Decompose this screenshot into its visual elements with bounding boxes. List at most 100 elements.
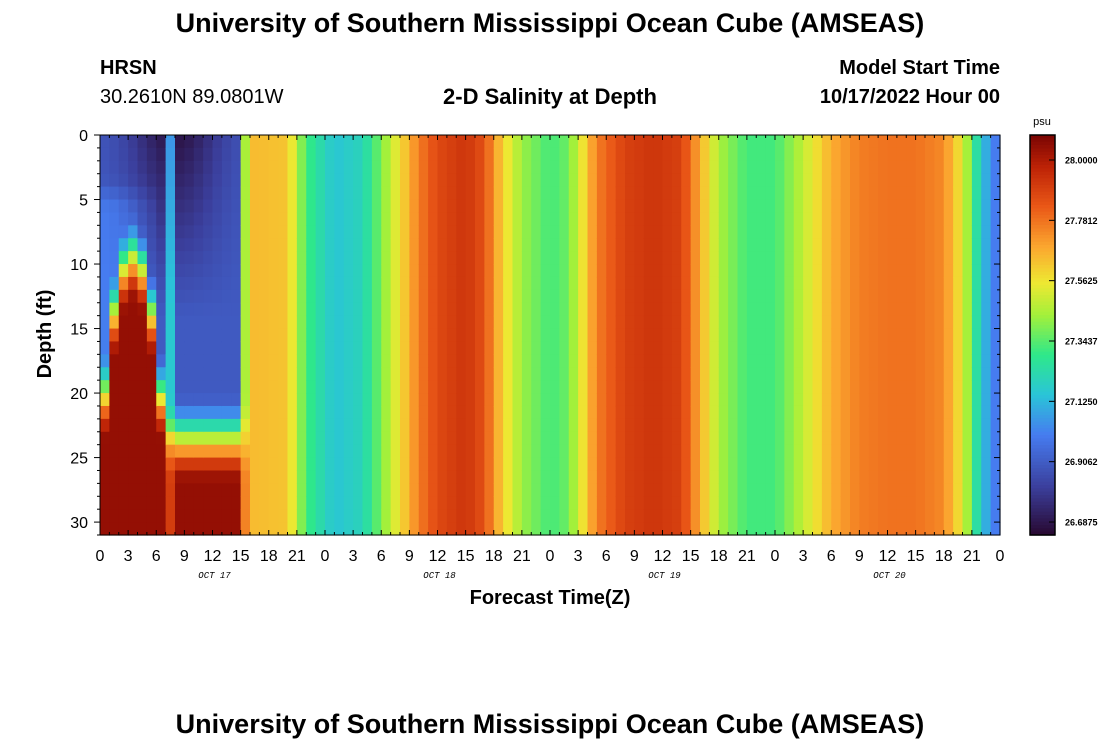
colorbar-segment [1030, 321, 1055, 326]
heatmap-cell [381, 225, 392, 239]
heatmap-cell [634, 199, 645, 214]
heatmap-cell [953, 457, 964, 472]
heatmap-cell [512, 160, 523, 175]
heatmap-cell [231, 367, 242, 381]
heatmap-cell [193, 431, 204, 446]
heatmap-cell [943, 264, 954, 278]
colorbar-segment [1030, 455, 1055, 459]
heatmap-cell [146, 405, 157, 420]
heatmap-cell [990, 509, 1001, 523]
heatmap-cell [934, 135, 945, 149]
heatmap-cell [896, 470, 907, 484]
heatmap-cell [315, 444, 326, 459]
heatmap-cell [353, 405, 364, 420]
heatmap-cell [296, 276, 307, 291]
heatmap-cell [521, 496, 532, 510]
heatmap-cell [971, 496, 982, 510]
heatmap-cell [203, 160, 214, 175]
heatmap-cell [906, 470, 917, 484]
heatmap-cell [484, 315, 495, 330]
heatmap-cell [718, 251, 729, 265]
heatmap-cell [118, 212, 129, 226]
heatmap-cell [428, 431, 439, 446]
heatmap-cell [653, 276, 664, 291]
heatmap-cell [756, 431, 767, 446]
heatmap-cell [484, 276, 495, 291]
heatmap-cell [381, 251, 392, 265]
heatmap-cell [109, 380, 120, 394]
heatmap-cell [118, 276, 129, 291]
colorbar-segment [1030, 285, 1055, 289]
heatmap-cell [934, 328, 945, 343]
heatmap-cell [962, 147, 973, 162]
heatmap-cell [231, 173, 242, 188]
heatmap-cell [634, 264, 645, 278]
heatmap-cell [493, 341, 504, 355]
heatmap-cell [634, 147, 645, 162]
heatmap-cell [878, 431, 889, 446]
heatmap-cell [100, 302, 110, 317]
heatmap-cell [850, 341, 860, 355]
heatmap-cell [643, 186, 654, 201]
heatmap-cell [503, 289, 514, 304]
heatmap-cell [428, 328, 439, 343]
heatmap-cell [465, 444, 476, 459]
colorbar-segment [1030, 278, 1055, 283]
heatmap-cell [662, 302, 673, 317]
heatmap-cell [306, 431, 317, 446]
heatmap-cell [540, 418, 551, 433]
heatmap-cell [737, 354, 748, 368]
heatmap-cell [315, 135, 326, 149]
heatmap-cell [156, 509, 167, 523]
heatmap-cell [775, 418, 785, 433]
heatmap-cell [240, 251, 251, 265]
heatmap-cell [840, 186, 851, 201]
heatmap-cell [315, 147, 326, 162]
heatmap-cell [465, 173, 476, 188]
heatmap-cell [165, 225, 176, 239]
heatmap-cell [231, 393, 242, 407]
heatmap-cell [821, 264, 832, 278]
heatmap-cell [409, 470, 420, 484]
heatmap-cell [662, 238, 673, 252]
heatmap-cell [531, 147, 542, 162]
heatmap-cell [512, 341, 523, 355]
heatmap-cell [446, 289, 457, 304]
colorbar-segment [1030, 518, 1055, 523]
heatmap-cell [915, 173, 926, 188]
heatmap-cell [287, 522, 298, 536]
heatmap-cell [437, 135, 448, 149]
heatmap-cell [671, 418, 682, 433]
heatmap-cell [362, 380, 373, 394]
heatmap-cell [971, 354, 982, 368]
heatmap-cell [259, 457, 270, 472]
heatmap-cell [156, 238, 167, 252]
heatmap-cell [746, 173, 757, 188]
heatmap-cell [353, 470, 364, 484]
heatmap-cell [362, 457, 373, 472]
heatmap-cell [306, 509, 317, 523]
heatmap-cell [390, 405, 401, 420]
heatmap-cell [887, 225, 898, 239]
heatmap-cell [250, 444, 260, 459]
heatmap-cell [315, 315, 326, 330]
heatmap-cell [390, 276, 401, 291]
heatmap-cell [531, 173, 542, 188]
heatmap-cell [596, 199, 607, 214]
heatmap-cell [465, 354, 476, 368]
heatmap-cell [437, 302, 448, 317]
heatmap-cell [362, 276, 373, 291]
heatmap-cell [268, 160, 279, 175]
heatmap-cell [737, 470, 748, 484]
heatmap-cell [259, 135, 270, 149]
heatmap-cell [540, 238, 551, 252]
heatmap-cell [146, 431, 157, 446]
heatmap-cell [493, 431, 504, 446]
heatmap-cell [278, 315, 289, 330]
heatmap-cell [859, 276, 870, 291]
heatmap-cell [231, 289, 242, 304]
heatmap-cell [268, 212, 279, 226]
heatmap-cell [981, 328, 992, 343]
heatmap-cell [175, 173, 185, 188]
heatmap-cell [165, 457, 176, 472]
